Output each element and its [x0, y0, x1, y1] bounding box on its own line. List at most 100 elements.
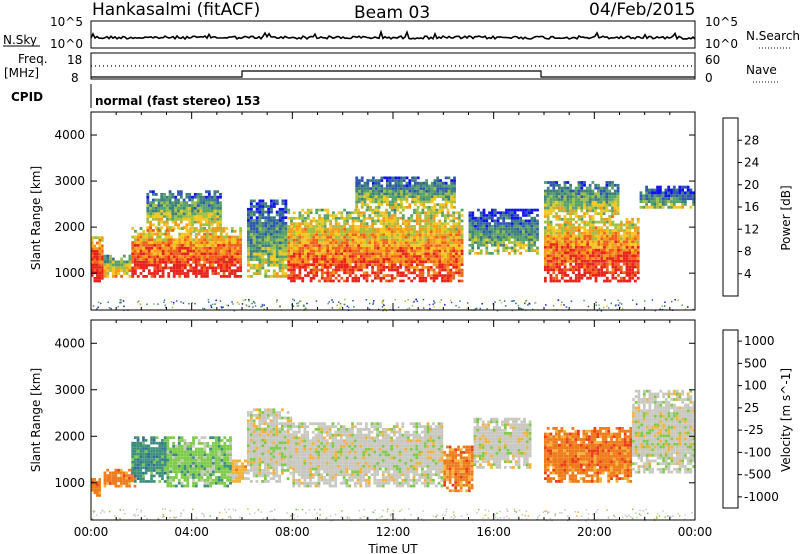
heatmap-cell: [572, 217, 575, 221]
heatmap-cell: [388, 189, 392, 193]
heatmap-cell: [351, 238, 355, 242]
heatmap-cell: [429, 230, 433, 234]
heatmap-cell: [561, 301, 563, 304]
heatmap-cell: [287, 266, 291, 269]
heatmap-cell: [301, 236, 305, 239]
heatmap-cell: [622, 259, 626, 263]
heatmap-cell: [479, 249, 483, 252]
heatmap-cell: [444, 195, 448, 198]
heatmap-cell: [381, 302, 384, 304]
heatmap-cell: [142, 232, 146, 236]
heatmap-cell: [207, 201, 211, 205]
heatmap-cell: [287, 211, 291, 215]
heatmap-cell: [522, 230, 525, 234]
heatmap-cell: [354, 241, 358, 245]
heatmap-cell: [413, 249, 416, 253]
heatmap-cell: [619, 245, 623, 249]
heatmap-cell: [158, 238, 162, 242]
heatmap-cell: [552, 305, 555, 307]
heatmap-cell: [340, 252, 344, 256]
heatmap-cell: [199, 206, 203, 210]
heatmap-cell: [219, 238, 223, 242]
heatmap-cell: [424, 266, 428, 269]
heatmap-cell: [337, 230, 341, 234]
heatmap-cell: [502, 235, 506, 239]
heatmap-cell: [228, 269, 231, 273]
heatmap-cell: [401, 257, 405, 261]
heatmap-cell: [622, 231, 626, 235]
heatmap-cell: [401, 238, 405, 242]
heatmap-cell: [549, 231, 553, 235]
heatmap-cell: [379, 249, 383, 253]
heatmap-cell: [552, 243, 556, 246]
heatmap-cell: [304, 230, 307, 234]
heatmap-cell: [603, 229, 606, 232]
heatmap-cell: [450, 192, 454, 196]
heatmap-cell: [142, 255, 146, 259]
heatmap-cell: [508, 246, 511, 250]
heatmap-cell: [200, 241, 204, 244]
heatmap-cell: [334, 244, 338, 247]
heatmap-cell: [194, 255, 198, 259]
heatmap-cell: [346, 263, 349, 266]
nave-tick-low: 0: [705, 71, 713, 85]
heatmap-cell: [468, 252, 472, 255]
heatmap-cell: [150, 272, 154, 275]
heatmap-cell: [362, 244, 366, 247]
heatmap-cell: [628, 259, 632, 263]
heatmap-cell: [292, 236, 296, 239]
heatmap-cell: [413, 233, 416, 236]
heatmap-cell: [185, 226, 189, 229]
heatmap-cell: [202, 195, 206, 199]
heatmap-cell: [360, 184, 364, 188]
heatmap-cell: [563, 231, 567, 235]
heatmap-cell: [348, 271, 352, 275]
heatmap-cell: [131, 255, 135, 259]
heatmap-cell: [625, 223, 629, 227]
heatmap-cell: [410, 230, 414, 234]
heatmap-cell: [661, 202, 665, 206]
heatmap-cell: [577, 206, 581, 210]
heatmap-cell: [407, 263, 411, 266]
heatmap-cell: [574, 237, 578, 241]
heatmap-cell: [200, 263, 204, 267]
heatmap-cell: [530, 219, 534, 223]
heatmap-cell: [165, 226, 169, 229]
heatmap-cell: [605, 251, 609, 255]
heatmap-cell: [329, 279, 332, 283]
heatmap-cell: [611, 248, 615, 252]
heatmap-cell: [178, 263, 182, 267]
freq-tick-low: 8: [71, 71, 79, 85]
heatmap-cell: [174, 195, 178, 199]
heatmap-cell: [560, 234, 564, 238]
heatmap-cell: [96, 255, 99, 258]
heatmap-cell: [591, 226, 595, 230]
heatmap-cell: [427, 211, 430, 215]
heatmap-cell: [258, 249, 262, 253]
heatmap-cell: [589, 237, 592, 241]
heatmap-cell: [424, 279, 428, 283]
heatmap-cell: [357, 233, 360, 236]
heatmap-cell: [351, 268, 355, 272]
heatmap-cell: [292, 279, 296, 283]
heatmap-cell: [374, 187, 378, 190]
heatmap-cell: [360, 241, 363, 245]
heatmap-cell: [502, 241, 506, 244]
heatmap-cell: [416, 184, 420, 188]
heatmap-cell: [109, 263, 112, 267]
heatmap-cell: [355, 176, 359, 180]
heatmap-cell: [418, 246, 422, 250]
heatmap-cell: [193, 217, 197, 221]
heatmap-cell: [533, 224, 537, 228]
heatmap-cell: [558, 206, 561, 210]
heatmap-cell: [379, 252, 383, 256]
heatmap-cell: [555, 223, 559, 227]
heatmap-cell: [513, 224, 517, 228]
heatmap-cell: [312, 219, 316, 223]
heatmap-cell: [394, 200, 398, 204]
heatmap-cell: [634, 279, 637, 283]
heatmap-cell: [681, 185, 684, 189]
heatmap-cell: [152, 201, 155, 205]
heatmap-cell: [385, 227, 388, 231]
heatmap-cell: [647, 205, 651, 209]
